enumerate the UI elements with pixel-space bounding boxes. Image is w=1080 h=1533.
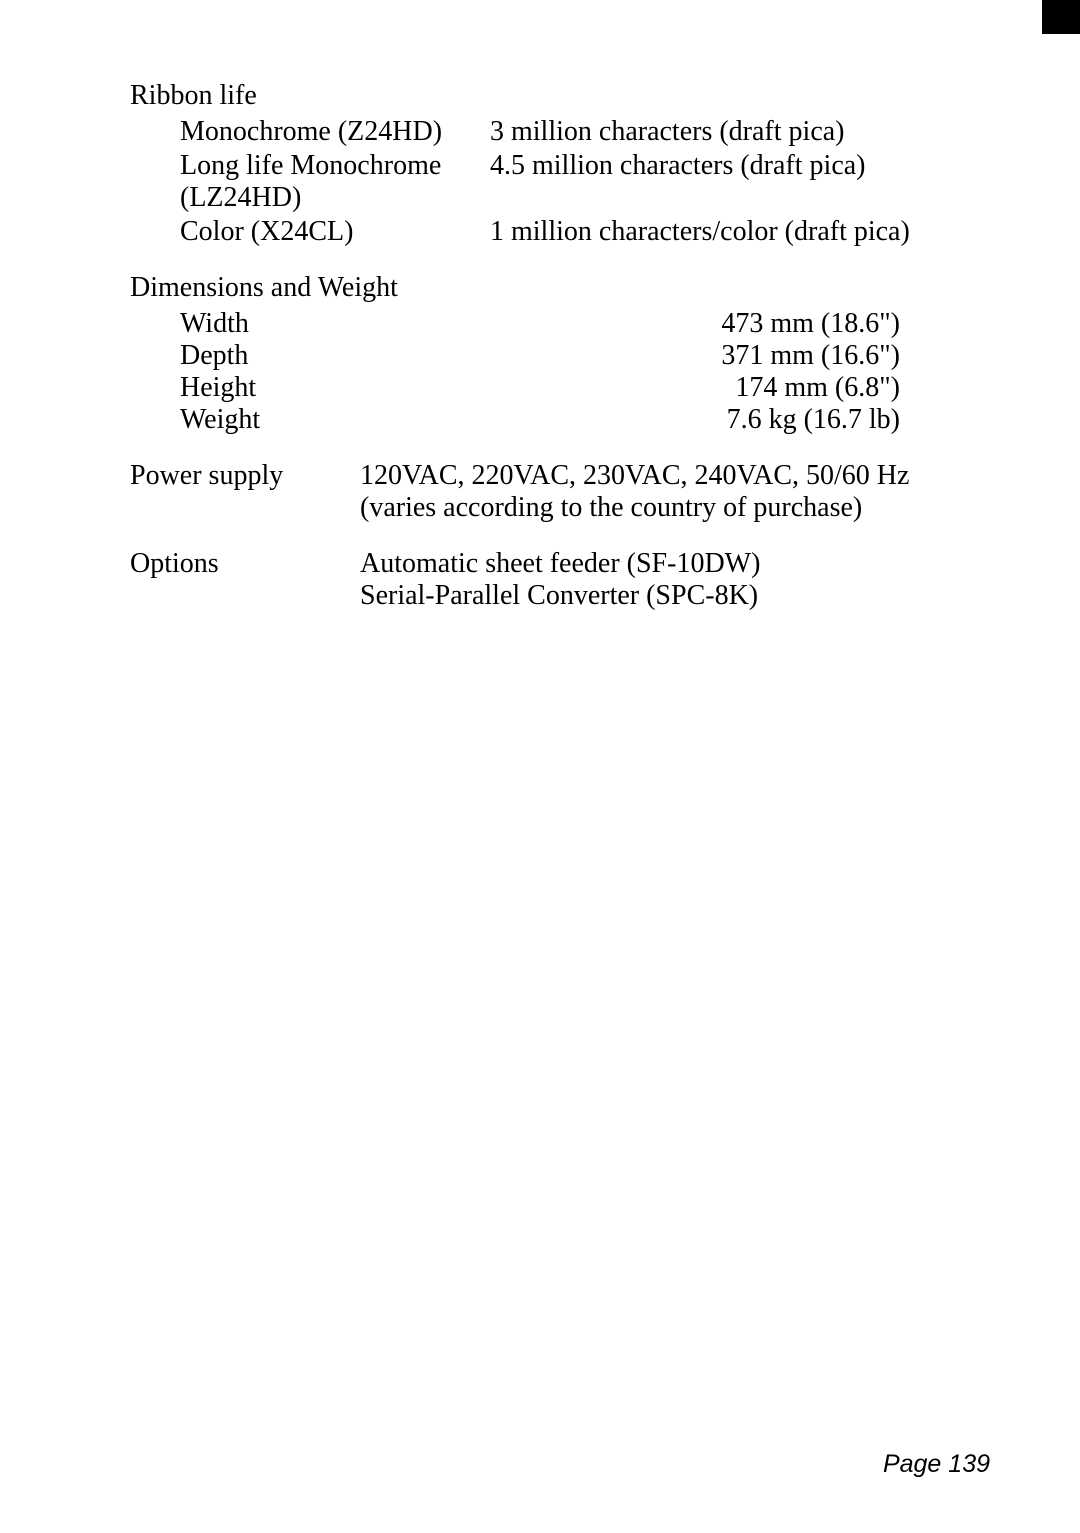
dimension-value: 371 mm (16.6"): [380, 340, 990, 372]
dimension-value: 174 mm (6.8"): [380, 372, 990, 404]
dimension-row: Weight 7.6 kg (16.7 lb): [180, 404, 990, 436]
ribbon-label: Color (X24CL): [180, 216, 490, 248]
ribbon-value: 3 million characters (draft pica): [490, 116, 990, 148]
options-value: Automatic sheet feeder (SF-10DW) Serial-…: [360, 548, 990, 612]
ribbon-label: Monochrome (Z24HD): [180, 116, 490, 148]
options-label: Options: [130, 548, 360, 612]
dimensions-section: Dimensions and Weight Width 473 mm (18.6…: [90, 272, 990, 436]
ribbon-life-title: Ribbon life: [130, 80, 990, 112]
power-line2: (varies according to the country of purc…: [360, 492, 990, 524]
dimension-label: Depth: [180, 340, 380, 372]
dimension-label: Height: [180, 372, 380, 404]
power-supply-section: Power supply 120VAC, 220VAC, 230VAC, 240…: [130, 460, 990, 524]
dimensions-title: Dimensions and Weight: [130, 272, 990, 304]
options-line1: Automatic sheet feeder (SF-10DW): [360, 548, 990, 580]
ribbon-row: Monochrome (Z24HD) 3 million characters …: [180, 116, 990, 148]
power-supply-value: 120VAC, 220VAC, 230VAC, 240VAC, 50/60 Hz…: [360, 460, 990, 524]
corner-mark: [1042, 0, 1080, 34]
dimension-value: 473 mm (18.6"): [380, 308, 990, 340]
ribbon-life-section: Ribbon life Monochrome (Z24HD) 3 million…: [90, 80, 990, 248]
ribbon-value: 4.5 million characters (draft pica): [490, 150, 990, 214]
dimension-label: Width: [180, 308, 380, 340]
page-number: Page 139: [883, 1450, 990, 1479]
dimension-label: Weight: [180, 404, 380, 436]
power-supply-label: Power supply: [130, 460, 360, 524]
dimension-value: 7.6 kg (16.7 lb): [380, 404, 990, 436]
power-line1: 120VAC, 220VAC, 230VAC, 240VAC, 50/60 Hz: [360, 460, 990, 492]
ribbon-row: Color (X24CL) 1 million characters/color…: [180, 216, 990, 248]
dimension-row: Width 473 mm (18.6"): [180, 308, 990, 340]
ribbon-value: 1 million characters/color (draft pica): [490, 216, 990, 248]
options-section: Options Automatic sheet feeder (SF-10DW)…: [130, 548, 990, 612]
options-line2: Serial-Parallel Converter (SPC-8K): [360, 580, 990, 612]
dimension-row: Depth 371 mm (16.6"): [180, 340, 990, 372]
ribbon-label: Long life Monochrome (LZ24HD): [180, 150, 490, 214]
dimension-row: Height 174 mm (6.8"): [180, 372, 990, 404]
ribbon-row: Long life Monochrome (LZ24HD) 4.5 millio…: [180, 150, 990, 214]
